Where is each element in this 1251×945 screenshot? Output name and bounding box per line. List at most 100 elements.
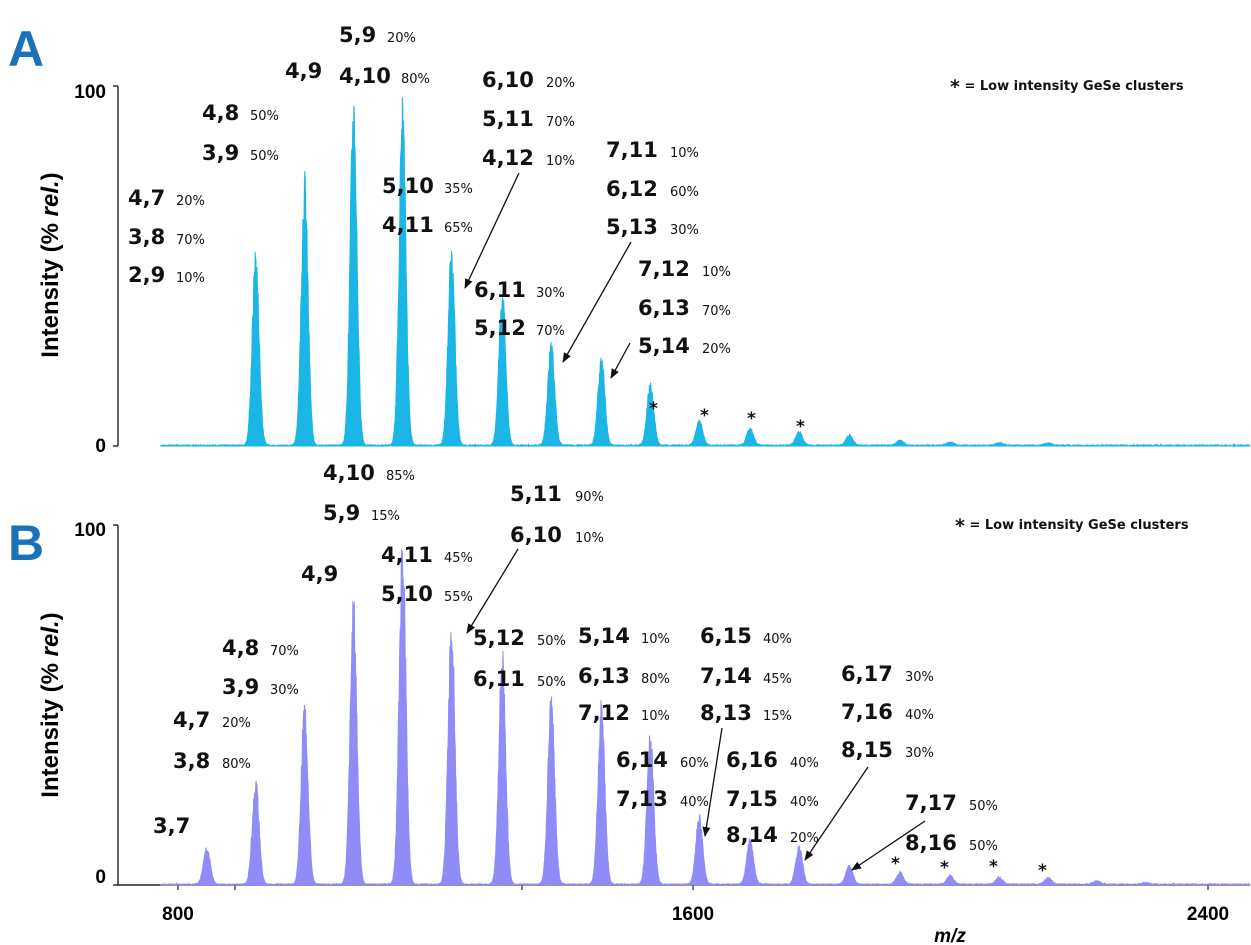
panel-b-spectrum bbox=[160, 548, 1251, 887]
peak-label: 6,13 bbox=[638, 296, 690, 320]
peak-label-percent: 80% bbox=[641, 672, 670, 687]
panel-a-y-tick-100: 100 bbox=[74, 82, 106, 103]
panel-b-legend: * = Low intensity GeSe clusters bbox=[955, 515, 1189, 537]
peak-label: 6,10 bbox=[482, 68, 534, 92]
peak-label-percent: 70% bbox=[536, 324, 565, 339]
peak-label: 7,12 bbox=[578, 701, 630, 725]
peak-label: 4,9 bbox=[285, 59, 322, 83]
peak-label-percent: 30% bbox=[670, 223, 699, 238]
peak-label: 4,7 bbox=[128, 186, 165, 210]
peak-label-percent: 30% bbox=[905, 746, 934, 761]
peak-label: 3,9 bbox=[222, 675, 259, 699]
peak-label: 4,10 bbox=[339, 64, 391, 88]
peak-label-percent: 45% bbox=[444, 551, 473, 566]
low-intensity-star: * bbox=[989, 857, 998, 877]
peak-label: 6,14 bbox=[616, 748, 668, 772]
peak-label-percent: 65% bbox=[444, 221, 473, 236]
panel-a-letter: A bbox=[8, 21, 44, 77]
peak-label-percent: 50% bbox=[969, 839, 998, 854]
peak-label-percent: 35% bbox=[444, 182, 473, 197]
x-tick-2400: 2400 bbox=[1187, 904, 1229, 925]
peak-label-percent: 10% bbox=[575, 531, 604, 546]
panel-a-y-tick-0: 0 bbox=[95, 436, 106, 457]
peak-label: 5,14 bbox=[638, 334, 690, 358]
peak-label: 5,11 bbox=[510, 482, 562, 506]
peak-label: 7,15 bbox=[726, 787, 778, 811]
peak-label-percent: 40% bbox=[790, 756, 819, 771]
peak-label: 7,11 bbox=[606, 138, 658, 162]
annotation-arrow bbox=[610, 342, 631, 379]
peak-label: 7,13 bbox=[616, 787, 668, 811]
peak-a-3 bbox=[401, 91, 405, 95]
peak-a-7 bbox=[599, 350, 603, 354]
panel-b-annotations: 3,7 4,7 20% 3,8 80% 4,8 70% 3,9 30% 4,9 … bbox=[153, 461, 1047, 881]
peak-label: 6,13 bbox=[578, 664, 630, 688]
peak-label: 5,14 bbox=[578, 624, 630, 648]
peak-label-percent: 10% bbox=[641, 709, 670, 724]
peak-label: 8,15 bbox=[841, 738, 893, 762]
peak-label-percent: 20% bbox=[176, 194, 205, 209]
peak-label-percent: 50% bbox=[250, 149, 279, 164]
peak-label: 8,13 bbox=[700, 701, 752, 725]
peak-label: 4,7 bbox=[173, 708, 210, 732]
panel-a-spectrum bbox=[160, 97, 1251, 448]
peak-label-percent: 60% bbox=[670, 185, 699, 200]
peak-label: 5,9 bbox=[339, 23, 376, 47]
peak-label-percent: 85% bbox=[386, 469, 415, 484]
panel-b-y-tick-100: 100 bbox=[74, 520, 106, 541]
peak-label: 5,10 bbox=[382, 174, 434, 198]
peak-label-percent: 30% bbox=[536, 286, 565, 301]
peak-label-percent: 10% bbox=[670, 146, 699, 161]
peak-label-percent: 10% bbox=[176, 271, 205, 286]
annotation-arrow bbox=[464, 172, 520, 289]
peak-label: 6,10 bbox=[510, 523, 562, 547]
peak-label-percent: 80% bbox=[222, 757, 251, 772]
annotation-arrow bbox=[466, 548, 519, 634]
peak-label: 4,11 bbox=[381, 543, 433, 567]
peak-label: 7,14 bbox=[700, 664, 752, 688]
peak-label-percent: 50% bbox=[250, 109, 279, 124]
panel-b-y-axis-label: Intensity (% rel.) bbox=[37, 612, 64, 797]
peak-label: 6,15 bbox=[700, 624, 752, 648]
peak-label-percent: 45% bbox=[763, 672, 792, 687]
peak-label: 6,16 bbox=[726, 748, 778, 772]
peak-label: 7,12 bbox=[638, 257, 690, 281]
peak-label: 6,11 bbox=[474, 278, 526, 302]
peak-label-percent: 50% bbox=[537, 634, 566, 649]
peak-label-percent: 40% bbox=[763, 632, 792, 647]
peak-label: 3,8 bbox=[128, 225, 165, 249]
low-intensity-star: * bbox=[796, 417, 805, 437]
peak-label-percent: 20% bbox=[387, 31, 416, 46]
peak-label: 3,8 bbox=[173, 749, 210, 773]
peak-label: 4,8 bbox=[202, 101, 239, 125]
peak-label-percent: 55% bbox=[444, 590, 473, 605]
peak-label: 5,13 bbox=[606, 215, 658, 239]
peak-label-percent: 10% bbox=[702, 265, 731, 280]
panel-a: A Intensity (% rel.) 100 0 * = Low inten… bbox=[8, 21, 1251, 457]
peak-a-1 bbox=[303, 167, 307, 171]
peak-label-percent: 20% bbox=[546, 76, 575, 91]
peak-a-0 bbox=[254, 242, 258, 246]
panel-b: B Intensity (% rel.) 100 0 800 1600 2400… bbox=[8, 515, 1251, 945]
annotation-arrow bbox=[851, 820, 926, 871]
peak-b-5 bbox=[450, 606, 454, 610]
x-tick-1600: 1600 bbox=[672, 904, 714, 925]
peak-label-percent: 40% bbox=[905, 708, 934, 723]
low-intensity-star: * bbox=[700, 406, 709, 426]
low-intensity-star: * bbox=[747, 409, 756, 429]
peak-label-percent: 80% bbox=[401, 72, 430, 87]
peak-label-percent: 15% bbox=[371, 509, 400, 524]
peak-b-8 bbox=[599, 696, 603, 700]
peak-label: 4,12 bbox=[482, 146, 534, 170]
peak-label: 7,17 bbox=[905, 791, 957, 815]
peak-label-percent: 10% bbox=[546, 154, 575, 169]
peak-label: 4,9 bbox=[301, 562, 338, 586]
panel-b-letter: B bbox=[8, 515, 44, 571]
peak-label-percent: 30% bbox=[905, 670, 934, 685]
peak-label: 4,11 bbox=[382, 213, 434, 237]
peak-label: 7,16 bbox=[841, 700, 893, 724]
peak-label: 8,14 bbox=[726, 823, 778, 847]
peak-b-4 bbox=[401, 523, 405, 527]
peak-b-9 bbox=[648, 728, 652, 732]
